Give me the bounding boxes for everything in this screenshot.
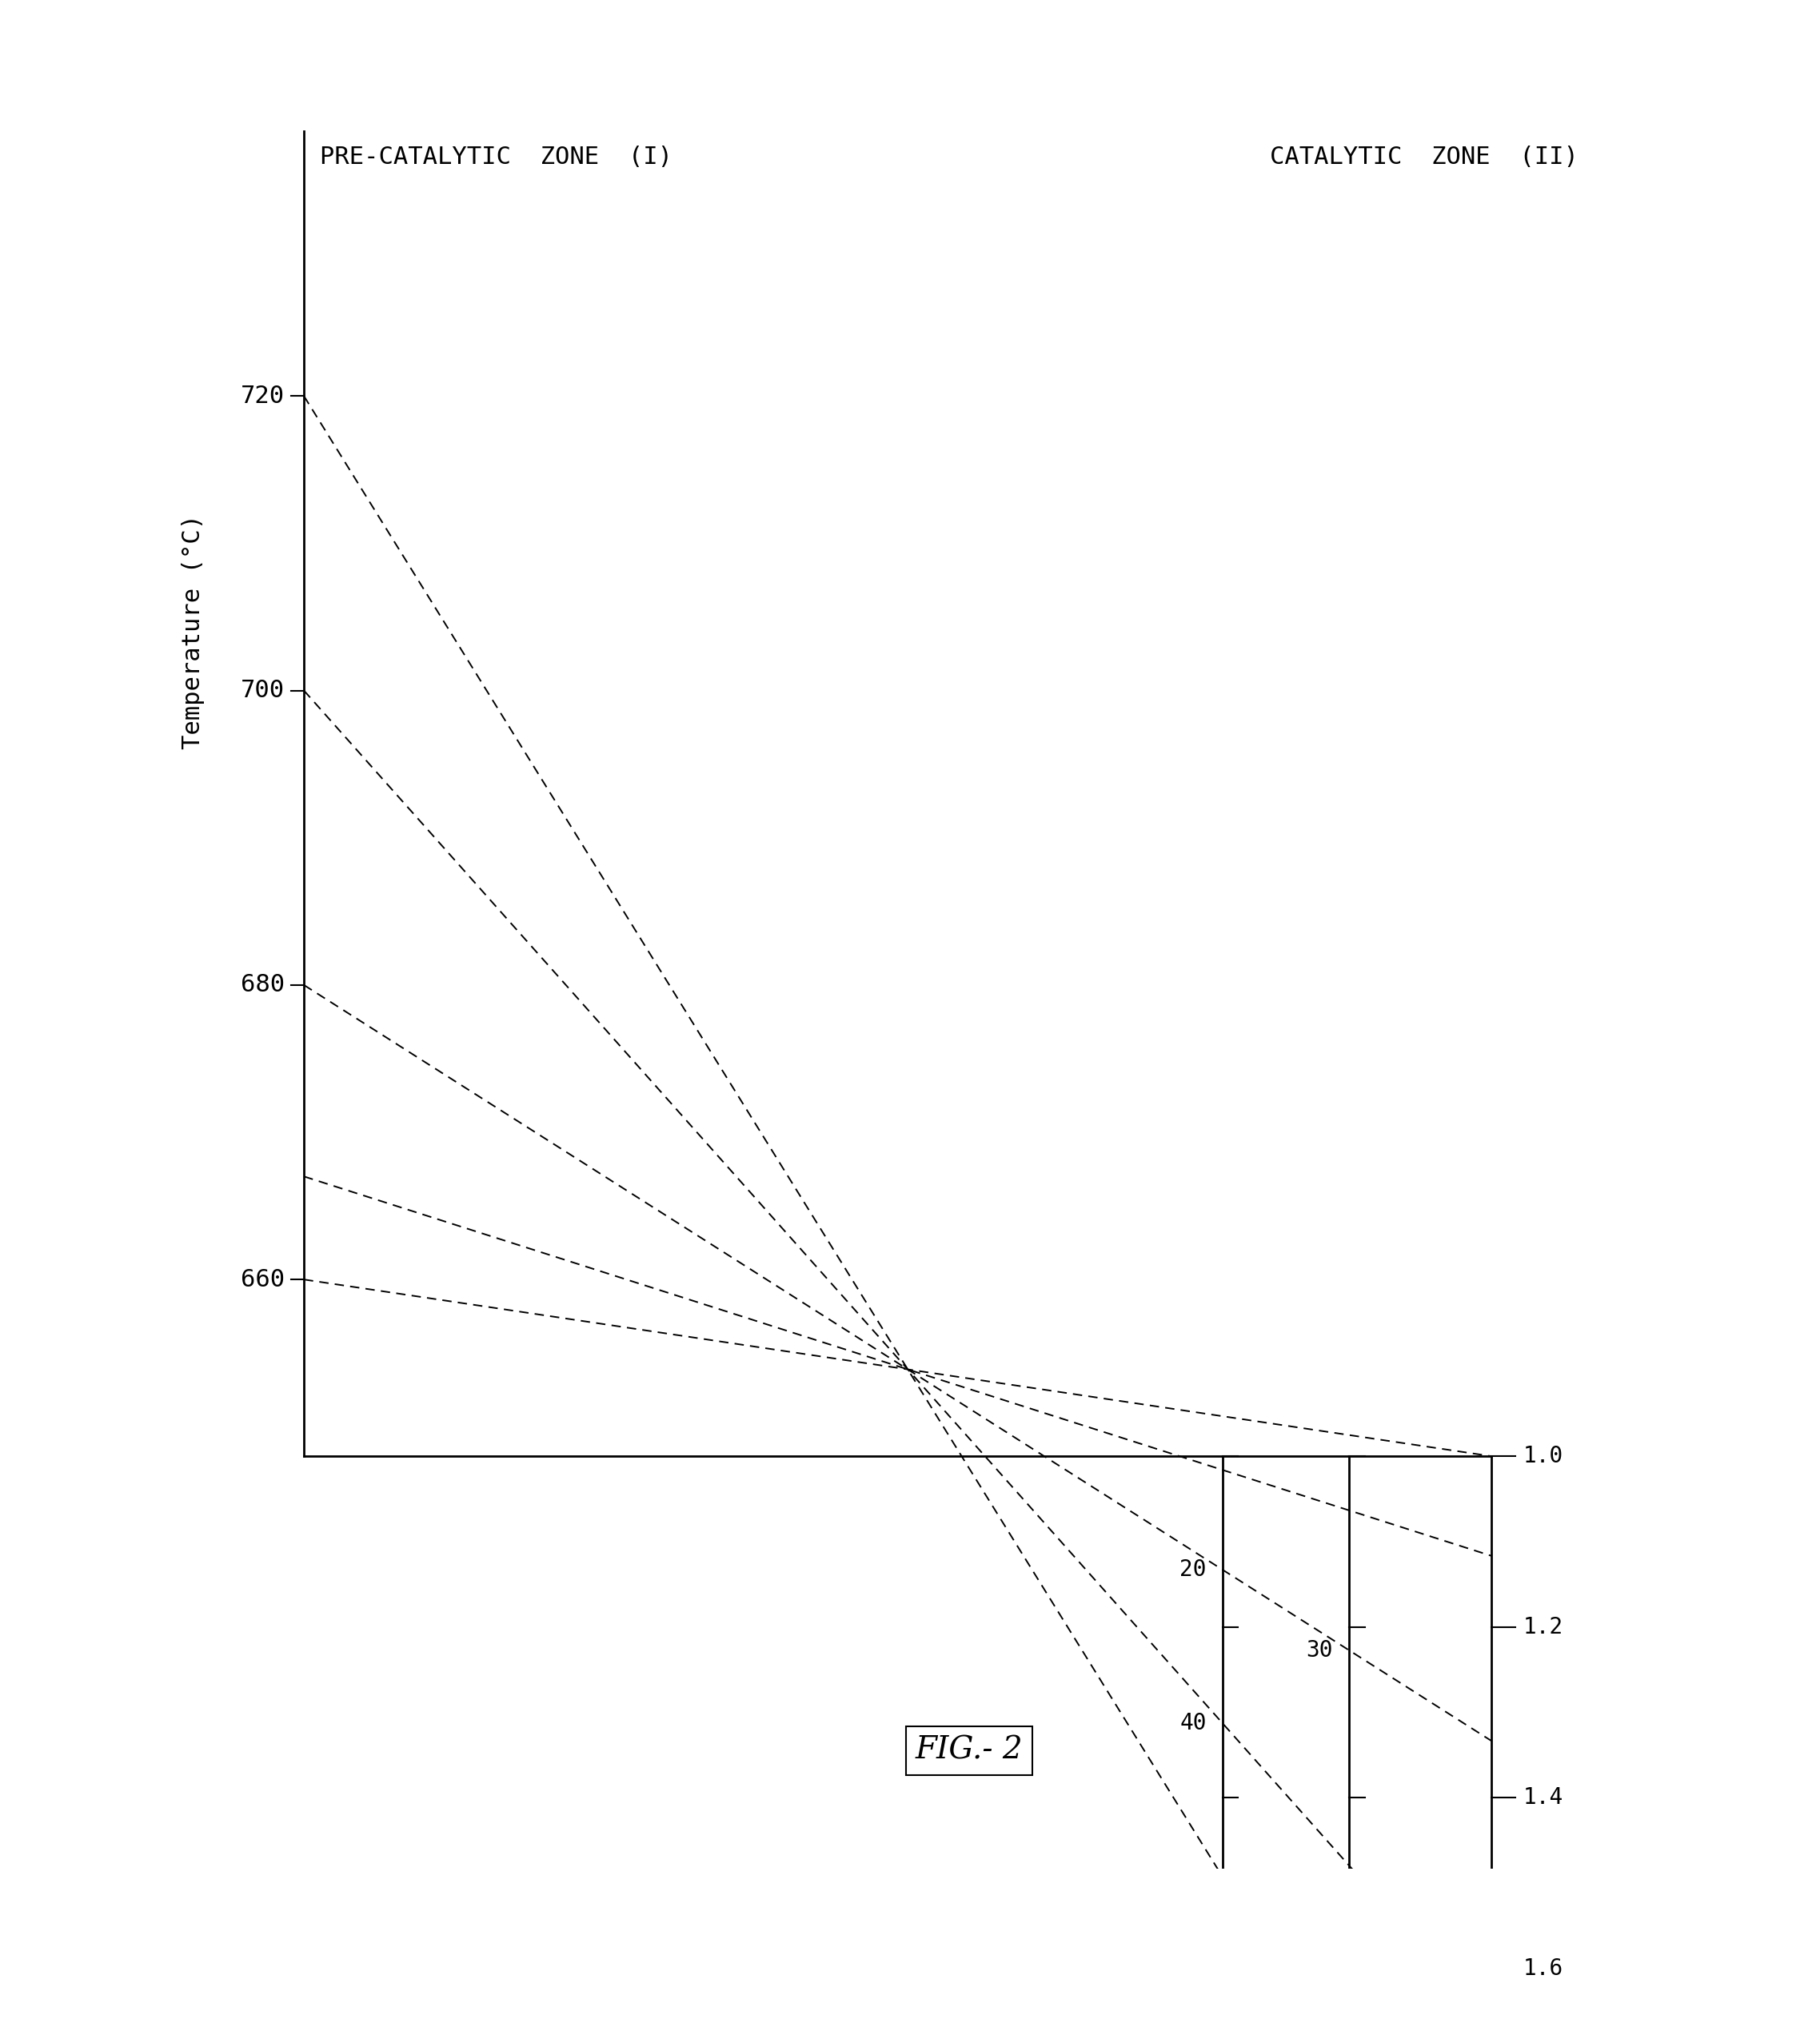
Text: 20: 20 — [1179, 1558, 1207, 1580]
Text: 30: 30 — [1307, 1639, 1332, 1661]
Text: 680: 680 — [240, 973, 286, 997]
Text: PRE-CATALYTIC  ZONE  (I): PRE-CATALYTIC ZONE (I) — [320, 146, 672, 169]
Text: FIG.- 2: FIG.- 2 — [915, 1737, 1023, 1765]
Text: 1.4: 1.4 — [1523, 1787, 1563, 1810]
Text: 1.6: 1.6 — [1523, 1958, 1563, 1980]
Text: 700: 700 — [240, 678, 286, 703]
Text: 720: 720 — [240, 384, 286, 408]
Text: Temperature (°C): Temperature (°C) — [182, 514, 204, 749]
Text: 660: 660 — [240, 1267, 286, 1292]
Text: 40: 40 — [1179, 1712, 1207, 1734]
Text: 1.2: 1.2 — [1523, 1617, 1563, 1639]
Text: 1.0: 1.0 — [1523, 1444, 1563, 1468]
Text: CATALYTIC  ZONE  (II): CATALYTIC ZONE (II) — [1270, 146, 1578, 169]
